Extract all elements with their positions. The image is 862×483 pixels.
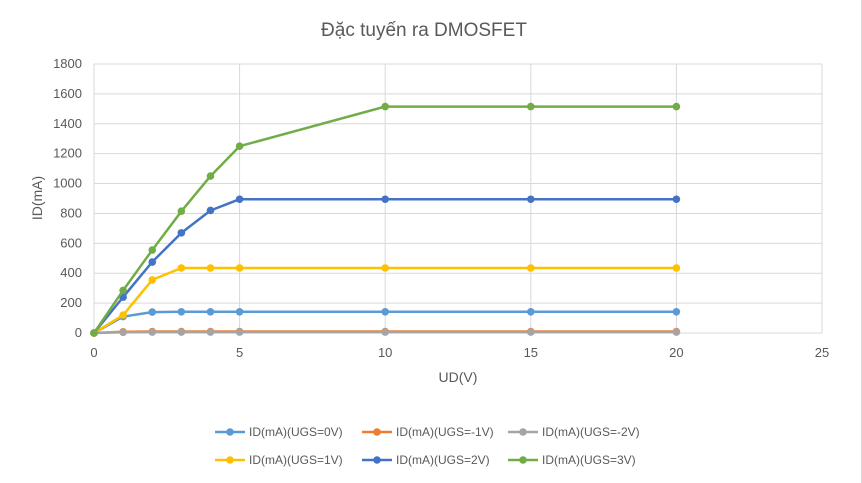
y-tick-label: 1200 [53,146,82,161]
x-tick-label: 0 [90,345,97,360]
data-point [148,276,157,284]
y-tick-label: 1800 [53,56,82,71]
y-tick-label: 800 [60,205,82,220]
data-point [177,307,186,316]
legend-dot-marker [373,456,381,464]
data-point [527,328,535,336]
x-tick-label: 20 [669,345,683,360]
y-tick-label: 200 [60,295,82,310]
series-5 [90,102,681,337]
y-tick-label: 600 [60,235,82,250]
data-point [177,229,186,237]
data-point [672,102,681,111]
data-point [206,264,215,272]
x-axis-title: UD(V) [439,369,478,385]
data-point [672,264,681,272]
legend-label: ID(mA)(UGS=-2V) [542,425,640,439]
legend-dot-marker [519,428,527,436]
legend-label: ID(mA)(UGS=1V) [249,453,343,467]
data-point [381,307,390,316]
data-point [148,258,157,266]
legend-entry: ID(mA)(UGS=3V) [508,453,636,467]
data-point [177,264,186,272]
data-point [119,328,127,337]
legend-dot-marker [226,456,234,464]
data-point [235,195,244,204]
legend-dot-marker [373,428,381,436]
data-point [672,328,681,336]
series-2 [90,328,681,337]
legend-label: ID(mA)(UGS=0V) [249,425,343,439]
data-point [381,195,390,204]
data-point [177,328,186,336]
data-point [206,328,215,336]
data-point [527,264,535,272]
data-point [235,307,244,316]
x-tick-label: 5 [236,345,243,360]
data-point [119,311,127,319]
data-point [177,207,186,216]
data-point [235,142,244,150]
data-point [381,264,390,272]
series-3 [90,264,681,337]
data-point [206,172,215,180]
data-point [206,206,215,215]
data-point [235,328,244,336]
legend-entry: ID(mA)(UGS=-2V) [508,425,640,439]
y-tick-label: 1400 [53,116,82,131]
legend-entry: ID(mA)(UGS=2V) [362,453,490,467]
data-point [527,195,535,204]
series-4 [90,195,681,337]
data-point [148,246,157,254]
data-point [119,286,127,295]
data-point [235,264,244,272]
data-point [672,195,681,204]
data-point [527,307,535,316]
data-point [381,102,390,111]
y-tick-label: 0 [75,325,82,340]
legend-entry: ID(mA)(UGS=1V) [215,453,343,467]
data-point [90,329,98,337]
x-tick-label: 15 [524,345,538,360]
y-tick-label: 1600 [53,86,82,101]
y-tick-labels: 0 200 400 600 800 1000 1200 1400 1600 1800 [53,56,82,340]
legend-dot-marker [226,428,234,436]
legend: ID(mA)(UGS=0V) ID(mA)(UGS=-1V) ID(mA)(UGS=… [215,425,640,467]
legend-dot-marker [519,456,527,464]
data-point [148,328,157,336]
legend-label: ID(mA)(UGS=3V) [542,453,636,467]
data-point [148,308,157,316]
data-point [527,102,535,111]
x-tick-label: 10 [378,345,392,360]
x-tick-labels: 0 5 10 15 20 25 [90,345,829,360]
x-tick-label: 25 [815,345,829,360]
legend-label: ID(mA)(UGS=-1V) [396,425,494,439]
y-tick-label: 1000 [53,176,82,191]
legend-entry: ID(mA)(UGS=0V) [215,425,343,439]
data-point [381,328,390,336]
legend-entry: ID(mA)(UGS=-1V) [362,425,494,439]
y-tick-label: 400 [60,265,82,280]
series-group [90,102,681,337]
y-axis-title: ID(mA) [29,176,45,220]
chart-title: Đặc tuyến ra DMOSFET [321,20,527,41]
data-point [206,307,215,316]
data-point [672,307,681,316]
legend-label: ID(mA)(UGS=2V) [396,453,490,467]
